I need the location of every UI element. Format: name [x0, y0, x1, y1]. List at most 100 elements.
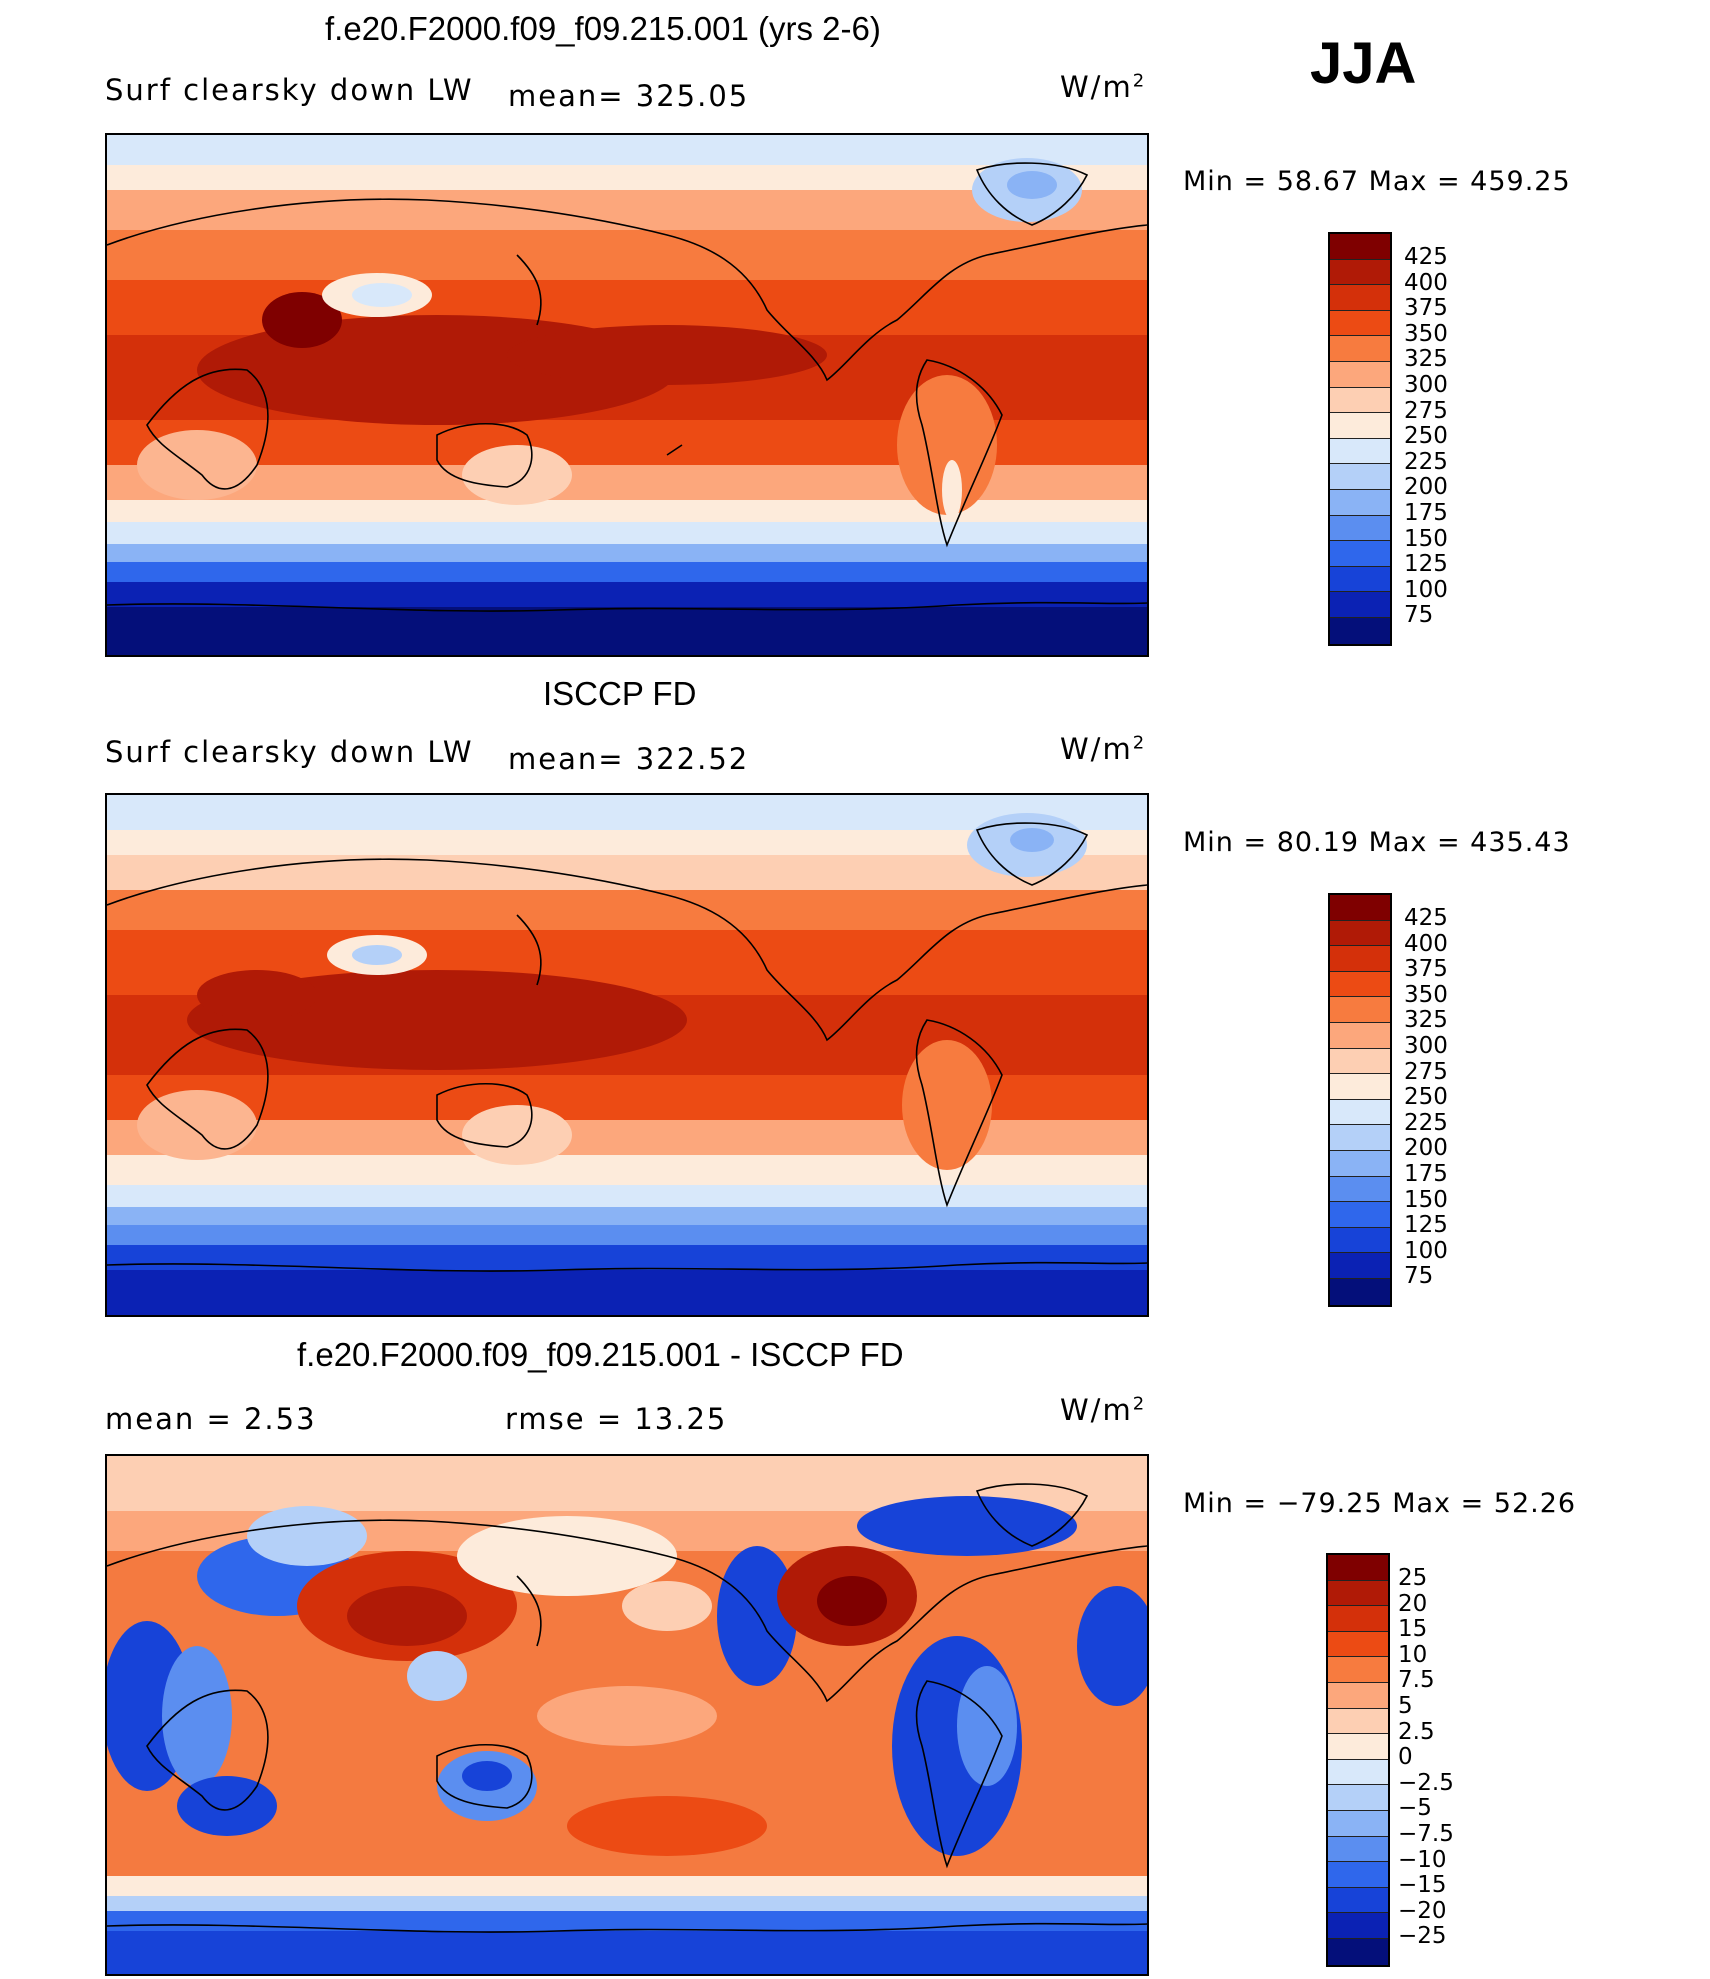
colorbar-tick: 350	[1404, 320, 1448, 347]
colorbar-tick: −5	[1398, 1795, 1432, 1822]
panel-3-colorbar-swatches	[1326, 1553, 1390, 1967]
colorbar-tick: 300	[1404, 1032, 1448, 1059]
colorbar-tick: 2.5	[1398, 1718, 1435, 1745]
panel-3-map	[105, 1454, 1149, 1976]
colorbar-tick: 10	[1398, 1641, 1428, 1668]
colorbar-swatch	[1328, 1657, 1388, 1683]
colorbar-swatch	[1330, 1074, 1390, 1100]
colorbar-swatch	[1328, 1759, 1388, 1786]
colorbar-swatch	[1330, 1253, 1390, 1279]
panel-3-units-text: W/m	[1060, 1393, 1133, 1427]
panel-2-units: W/m2	[1060, 732, 1146, 766]
panel-1-units-text: W/m	[1060, 70, 1133, 104]
colorbar-swatch	[1330, 566, 1390, 593]
panel-2-colorbar-ticks: 425 400 375 350 325 300 275 250 225 200 …	[1404, 905, 1448, 1290]
colorbar-tick: 100	[1404, 1237, 1448, 1264]
colorbar-swatch	[1330, 1227, 1390, 1254]
colorbar-tick: 15	[1398, 1616, 1428, 1643]
panel-2-map	[105, 793, 1149, 1317]
colorbar-tick: 275	[1404, 397, 1448, 424]
colorbar-tick: 325	[1404, 346, 1448, 373]
panel-3-rmse-label: rmse = 13.25	[505, 1402, 728, 1436]
panel-2-minmax: Min = 80.19 Max = 435.43	[1183, 827, 1571, 858]
panel-2-variable-label: Surf clearsky down LW	[105, 735, 474, 769]
colorbar-tick: 125	[1404, 551, 1448, 578]
colorbar-swatch	[1330, 1278, 1390, 1305]
colorbar-swatch	[1328, 1938, 1388, 1965]
colorbar-tick: 225	[1404, 448, 1448, 475]
colorbar-tick: 375	[1404, 295, 1448, 322]
colorbar-tick: 325	[1404, 1007, 1448, 1034]
colorbar-tick: 425	[1404, 244, 1448, 270]
colorbar-tick: −2.5	[1398, 1769, 1454, 1796]
panel-2-title: ISCCP FD	[543, 675, 697, 712]
colorbar-swatch	[1328, 1810, 1388, 1837]
colorbar-tick: 150	[1404, 1186, 1448, 1213]
colorbar-tick: 275	[1404, 1058, 1448, 1085]
colorbar-tick: 400	[1404, 269, 1448, 296]
colorbar-swatch	[1330, 920, 1390, 947]
colorbar-tick: −15	[1398, 1872, 1447, 1899]
colorbar-tick: 175	[1404, 499, 1448, 526]
colorbar-swatch	[1330, 997, 1390, 1023]
colorbar-tick: 0	[1398, 1744, 1413, 1771]
panel-1-units: W/m2	[1060, 70, 1146, 104]
panel-1-minmax: Min = 58.67 Max = 459.25	[1183, 166, 1571, 197]
colorbar-swatch	[1328, 1913, 1388, 1939]
colorbar-tick: 25	[1398, 1565, 1428, 1591]
colorbar-swatch	[1330, 617, 1390, 644]
colorbar-tick: 100	[1404, 576, 1448, 603]
colorbar-tick: 400	[1404, 930, 1448, 957]
panel-1-map-svg	[107, 135, 1147, 655]
panel-1-colorbar-swatches	[1328, 232, 1392, 646]
colorbar-tick: −25	[1398, 1923, 1447, 1950]
colorbar-tick: 175	[1404, 1160, 1448, 1187]
panel-1-colorbar-ticks: 425 400 375 350 325 300 275 250 225 200 …	[1404, 244, 1448, 629]
season-label: JJA	[1310, 31, 1417, 96]
panel-2-map-svg	[107, 795, 1147, 1315]
colorbar-swatch	[1328, 1631, 1388, 1658]
colorbar-tick: 250	[1404, 423, 1448, 450]
colorbar-swatch	[1330, 515, 1390, 542]
colorbar-tick: 350	[1404, 981, 1448, 1008]
panel-1-units-sup: 2	[1132, 70, 1147, 92]
panel-3-units-sup: 2	[1132, 1393, 1147, 1415]
colorbar-swatch	[1328, 1606, 1388, 1632]
colorbar-swatch	[1328, 1862, 1388, 1888]
colorbar-swatch	[1328, 1555, 1388, 1581]
colorbar-swatch	[1330, 259, 1390, 286]
colorbar-tick: 200	[1404, 1135, 1448, 1162]
colorbar-swatch	[1328, 1682, 1388, 1709]
colorbar-tick: 75	[1404, 1263, 1434, 1290]
panel-2-colorbar-swatches	[1328, 893, 1392, 1307]
colorbar-swatch	[1330, 285, 1390, 311]
panel-1-title: f.e20.F2000.f09_f09.215.001 (yrs 2-6)	[325, 10, 881, 47]
colorbar-tick: −7.5	[1398, 1820, 1454, 1847]
colorbar-tick: 225	[1404, 1109, 1448, 1136]
colorbar-swatch	[1330, 1099, 1390, 1126]
colorbar-swatch	[1330, 489, 1390, 516]
colorbar-swatch	[1330, 971, 1390, 998]
colorbar-swatch	[1328, 1785, 1388, 1811]
colorbar-swatch	[1330, 1022, 1390, 1049]
colorbar-swatch	[1330, 1048, 1390, 1075]
colorbar-swatch	[1330, 592, 1390, 618]
colorbar-tick: −20	[1398, 1897, 1447, 1924]
panel-3-colorbar-ticks: 25 20 15 10 7.5 5 2.5 0 −2.5 −5 −7.5 −10…	[1398, 1565, 1454, 1950]
colorbar-swatch	[1330, 541, 1390, 567]
colorbar-tick: 125	[1404, 1212, 1448, 1239]
colorbar-swatch	[1330, 361, 1390, 388]
colorbar-tick: 375	[1404, 956, 1448, 983]
colorbar-tick: 5	[1398, 1692, 1413, 1719]
colorbar-tick: 425	[1404, 905, 1448, 931]
colorbar-swatch	[1330, 1125, 1390, 1151]
colorbar-tick: −10	[1398, 1846, 1447, 1873]
panel-2-units-sup: 2	[1132, 732, 1147, 754]
colorbar-tick: 300	[1404, 371, 1448, 398]
panel-3-mean-label: mean = 2.53	[105, 1402, 317, 1436]
panel-3-minmax: Min = −79.25 Max = 52.26	[1183, 1488, 1577, 1519]
panel-2-units-text: W/m	[1060, 732, 1133, 766]
panel-1-map	[105, 133, 1149, 657]
colorbar-tick: 75	[1404, 602, 1434, 629]
panel-2-mean-label: mean= 322.52	[508, 742, 750, 776]
